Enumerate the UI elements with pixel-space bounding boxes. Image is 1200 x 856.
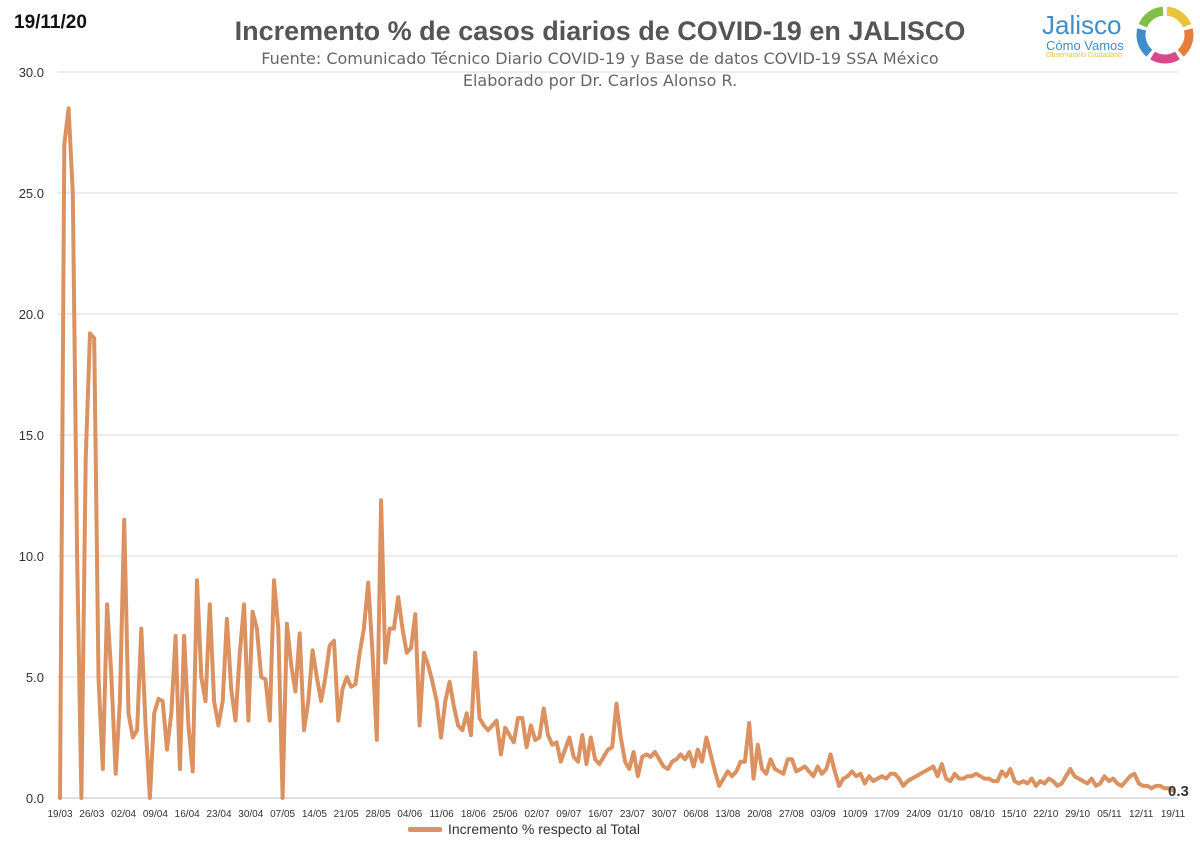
x-tick-label: 06/08 — [683, 809, 708, 820]
logo-ring-segment — [1166, 6, 1192, 28]
logo-ring-segment — [1136, 28, 1153, 57]
x-tick-label: 25/06 — [493, 809, 518, 820]
y-tick-label: 20.0 — [19, 307, 44, 322]
x-tick-label: 30/07 — [652, 809, 677, 820]
x-tick-label: 30/04 — [238, 809, 263, 820]
x-tick-label: 26/03 — [79, 809, 104, 820]
x-tick-label: 11/06 — [429, 809, 454, 820]
y-axis-ticks: 0.0 5.0 10.0 15.0 20.0 25.0 30.0 — [19, 65, 44, 806]
x-axis-ticks: 19/03 26/03 02/04 09/04 16/04 23/04 30/04 07/05… — [47, 809, 1185, 820]
x-tick-label: 24/09 — [906, 809, 931, 820]
chart-subtitle-source: Fuente: Comunicado Técnico Diario COVID-… — [261, 49, 939, 68]
x-tick-label: 16/07 — [588, 809, 613, 820]
x-tick-label: 20/08 — [747, 809, 772, 820]
end-value-label: 0.3 — [1168, 783, 1189, 800]
legend-swatch — [408, 826, 442, 832]
x-tick-label: 12/11 — [1129, 809, 1154, 820]
x-tick-label: 08/10 — [970, 809, 995, 820]
x-tick-label: 19/11 — [1161, 809, 1186, 820]
logo-ring-icon — [1136, 6, 1194, 64]
x-tick-label: 02/04 — [111, 809, 136, 820]
y-tick-label: 10.0 — [19, 549, 44, 564]
jalisco-como-vamos-logo: Jalisco Cómo Vamos Observatorio Ciudadan… — [1036, 6, 1196, 66]
x-tick-label: 18/06 — [461, 809, 486, 820]
x-tick-label: 27/08 — [779, 809, 804, 820]
chart-legend: Incremento % respecto al Total — [408, 820, 640, 838]
x-tick-label: 13/08 — [715, 809, 740, 820]
logo-ring-segment — [1150, 51, 1180, 64]
x-tick-label: 16/04 — [175, 809, 200, 820]
x-tick-label: 19/03 — [47, 809, 72, 820]
logo-ring-segment — [1138, 6, 1164, 28]
chart-subtitle-author: Elaborado por Dr. Carlos Alonso R. — [462, 71, 738, 90]
y-tick-label: 5.0 — [26, 670, 44, 685]
x-tick-label: 21/05 — [334, 809, 359, 820]
x-tick-label: 04/06 — [397, 809, 422, 820]
x-tick-label: 10/09 — [842, 809, 867, 820]
x-tick-label: 29/10 — [1065, 809, 1090, 820]
chart-series — [58, 106, 1175, 800]
x-tick-label: 23/07 — [620, 809, 645, 820]
x-tick-label: 01/10 — [938, 809, 963, 820]
logo-name: Jalisco — [1042, 10, 1122, 40]
logo-ring-segment — [1177, 28, 1194, 57]
series-line-incremento — [58, 106, 1175, 800]
x-tick-label: 22/10 — [1033, 809, 1058, 820]
x-tick-label: 15/10 — [1001, 809, 1026, 820]
logo-line3: Observatorio Ciudadano — [1046, 52, 1122, 59]
y-tick-label: 15.0 — [19, 428, 44, 443]
y-tick-label: 30.0 — [19, 65, 44, 80]
x-tick-label: 03/09 — [811, 809, 836, 820]
x-tick-label: 05/11 — [1097, 809, 1122, 820]
x-tick-label: 23/04 — [206, 809, 231, 820]
x-tick-label: 17/09 — [874, 809, 899, 820]
x-tick-label: 28/05 — [365, 809, 390, 820]
x-tick-label: 09/07 — [556, 809, 581, 820]
chart-gridlines — [57, 71, 1178, 799]
chart-title: Incremento % de casos diarios de COVID-1… — [234, 16, 966, 46]
x-tick-label: 09/04 — [143, 809, 168, 820]
legend-label: Incremento % respecto al Total — [448, 821, 640, 837]
logo-line2: Cómo Vamos — [1046, 38, 1124, 53]
y-tick-label: 25.0 — [19, 186, 44, 201]
x-tick-label: 02/07 — [524, 809, 549, 820]
report-date: 19/11/20 — [14, 12, 87, 33]
x-tick-label: 14/05 — [302, 809, 327, 820]
y-tick-label: 0.0 — [26, 791, 44, 806]
x-tick-label: 07/05 — [270, 809, 295, 820]
